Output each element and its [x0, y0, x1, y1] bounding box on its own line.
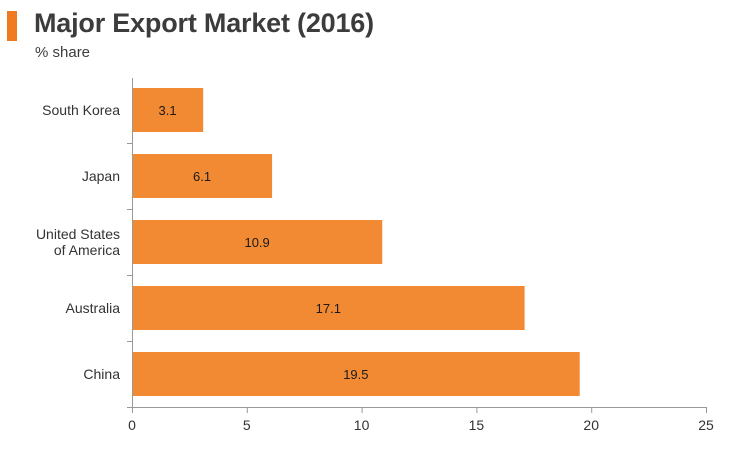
bar [132, 88, 204, 132]
x-tick-label: 5 [243, 417, 251, 433]
category-label: United States of America [36, 226, 120, 258]
bar-value-label: 10.9 [244, 235, 269, 250]
title-accent-bar [7, 11, 17, 41]
bar-value-label: 6.1 [193, 169, 211, 184]
x-tick-label: 25 [698, 417, 714, 433]
bar [132, 220, 383, 264]
bar-value-label: 17.1 [316, 301, 341, 316]
chart-subtitle: % share [35, 44, 91, 61]
x-tick-label: 15 [469, 417, 485, 433]
x-tick-label: 20 [583, 417, 599, 433]
bar [132, 154, 273, 198]
category-label: Japan [82, 168, 120, 184]
category-label: Australia [66, 300, 121, 316]
bar-value-label: 3.1 [159, 103, 177, 118]
category-label: China [83, 366, 120, 382]
chart-title: Major Export Market (2016) [34, 8, 374, 38]
category-label: South Korea [42, 102, 120, 118]
bar [132, 352, 580, 396]
bar-value-label: 19.5 [343, 367, 368, 382]
bar [132, 286, 525, 330]
x-tick-label: 0 [128, 417, 136, 433]
x-tick-label: 10 [354, 417, 370, 433]
